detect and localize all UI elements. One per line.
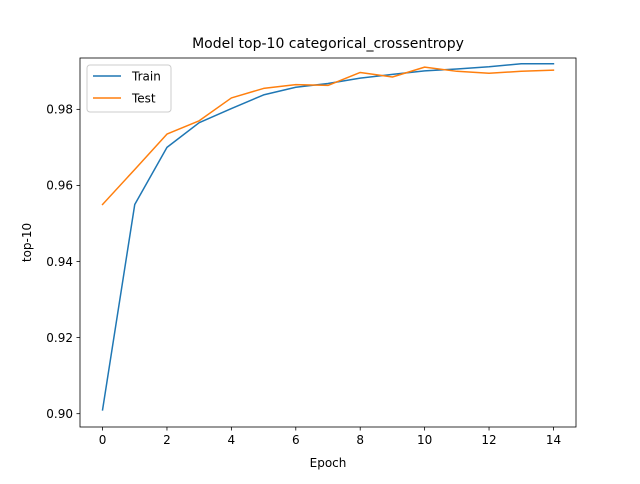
- y-tick-label: 0.90: [46, 407, 73, 421]
- x-tick-label: 14: [546, 433, 561, 447]
- y-axis-ticks: 0.90 0.92 0.94 0.96 0.98: [46, 103, 80, 421]
- series-line-test: [101, 66, 555, 206]
- legend-train-label: Train: [131, 70, 161, 84]
- x-tick-label: 10: [417, 433, 432, 447]
- y-tick-label: 0.98: [46, 103, 73, 117]
- x-tick-label: 4: [228, 433, 236, 447]
- legend: Train Test: [86, 64, 172, 113]
- plot-frame: [79, 57, 577, 428]
- series-line-train: [101, 62, 555, 411]
- y-tick-label: 0.92: [46, 331, 73, 345]
- y-tick-label: 0.96: [46, 179, 73, 193]
- y-axis-label: top-10: [20, 223, 34, 262]
- x-tick-label: 0: [99, 433, 107, 447]
- y-tick-label: 0.94: [46, 255, 73, 269]
- plot-area: [80, 58, 576, 427]
- legend-test-label: Test: [131, 92, 156, 106]
- chart-title: Model top-10 categorical_crossentropy: [192, 36, 464, 52]
- x-axis-label: Epoch: [310, 456, 347, 470]
- x-tick-label: 12: [481, 433, 496, 447]
- x-axis-ticks: 0 2 4 6 8 10 12 14: [99, 427, 561, 447]
- x-tick-label: 8: [356, 433, 364, 447]
- x-tick-label: 6: [292, 433, 300, 447]
- x-tick-label: 2: [163, 433, 171, 447]
- series-lines: [101, 62, 555, 411]
